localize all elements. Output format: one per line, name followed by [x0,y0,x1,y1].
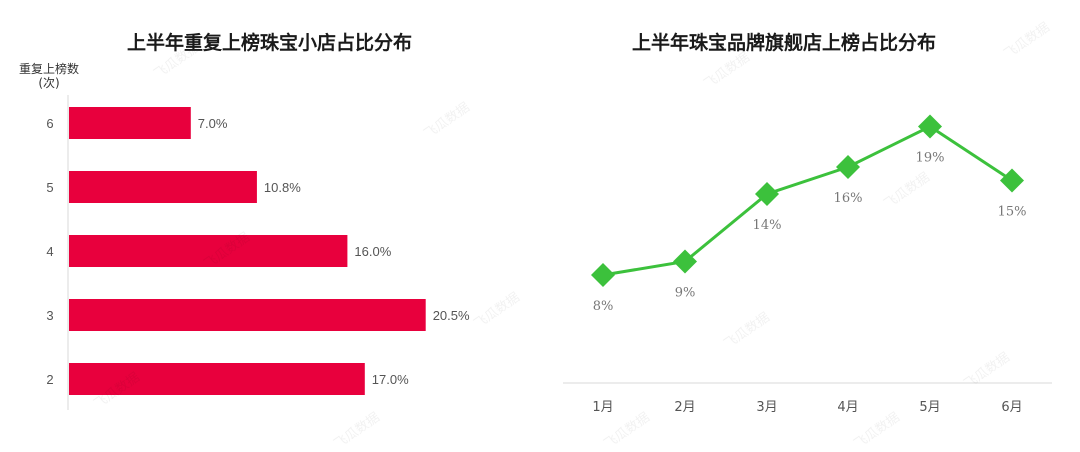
point-label-6: 15% [998,205,1027,220]
bar-6 [69,107,191,139]
bar-2 [69,363,365,395]
left-y-axis-title: 重复上榜数 (次) [14,62,84,90]
series-line [602,124,1013,277]
x-tick-3: 3月 [756,400,777,415]
line-point-2 [673,249,697,274]
bar-label-2: 17.0% [372,372,409,387]
bar-label-3: 20.5% [433,308,470,323]
line-point-3 [755,182,779,206]
left-y-axis-title-line1: 重复上榜数 [18,62,79,76]
bar-label-5: 10.8% [264,180,301,195]
y-tick-3: 3 [46,308,53,323]
point-label-2: 9% [675,286,696,301]
left-y-axis-title-line2: (次) [38,76,60,90]
x-tick-4: 4月 [837,400,858,415]
right-chart-title: 上半年珠宝品牌旗舰店上榜占比分布 [632,32,937,54]
point-label-1: 8% [593,299,614,314]
bar-label-4: 16.0% [354,244,391,259]
line-point-4 [836,155,860,179]
y-tick-5: 5 [46,180,53,195]
line-point-5 [918,114,942,139]
point-label-5: 19% [916,151,945,166]
y-tick-4: 4 [46,244,53,259]
line-point-1 [591,263,615,287]
x-tick-1: 1月 [592,400,613,415]
point-label-3: 14% [753,218,782,233]
bar-5 [69,171,257,203]
x-tick-6: 6月 [1001,400,1022,415]
x-tick-2: 2月 [674,400,695,415]
bar-label-6: 7.0% [198,116,228,131]
y-tick-6: 6 [46,116,53,131]
y-tick-2: 2 [46,372,53,387]
x-tick-5: 5月 [919,400,940,415]
left-chart-title: 上半年重复上榜珠宝小店占比分布 [127,32,413,54]
point-label-4: 16% [834,191,863,206]
bar-3 [69,299,426,331]
line-point-6 [1000,168,1024,193]
bar-4 [69,235,348,267]
